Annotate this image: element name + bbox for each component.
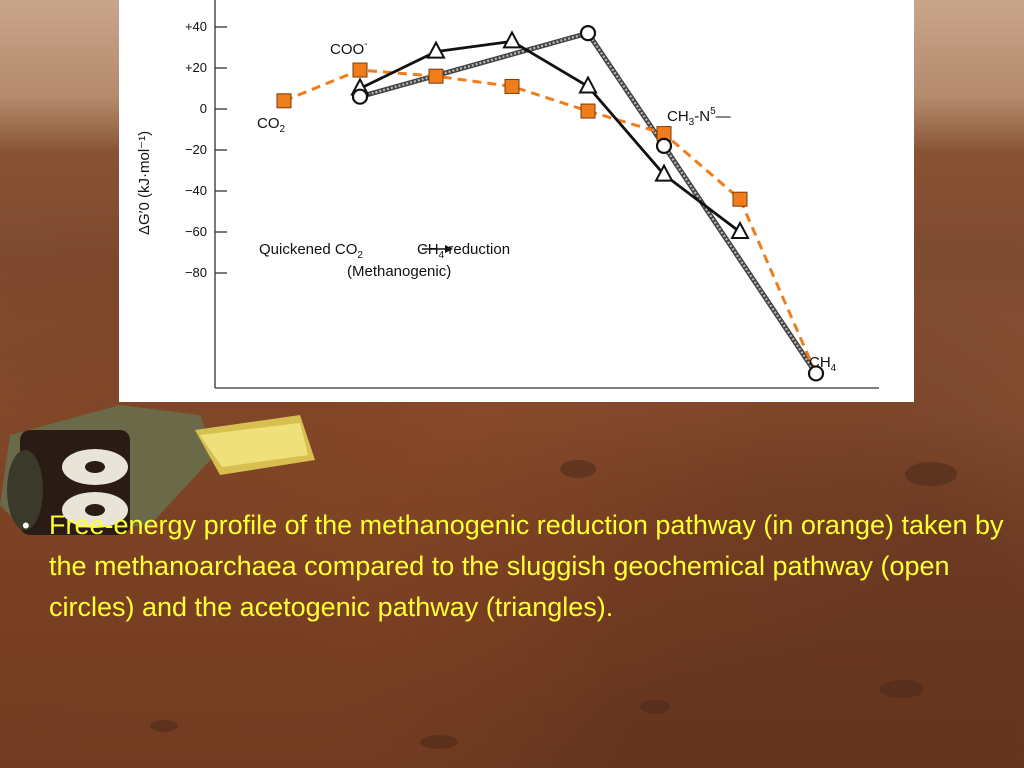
pebble	[560, 460, 596, 478]
square-marker	[504, 78, 520, 94]
annotation-coo: COO-	[330, 39, 368, 58]
triangle-marker	[426, 40, 446, 59]
pebble	[905, 462, 957, 486]
square-marker	[276, 93, 292, 109]
legend-arrow-icon	[422, 245, 453, 253]
y-tick-label: +40	[185, 19, 207, 34]
pebble	[420, 735, 458, 749]
triangle-marker	[654, 163, 674, 182]
free-energy-chart: +40 +20 0 −20 −40 −60 −80 CO2 COO- CH3-N5— CH4…	[136, 0, 879, 389]
rover-part-image	[0, 405, 315, 535]
y-tick-label: 0	[200, 101, 207, 116]
triangle-marker	[730, 220, 750, 239]
square-marker	[732, 191, 748, 207]
series-geochemical-hatch	[359, 31, 817, 375]
triangle-marker	[502, 30, 522, 49]
pebble	[640, 700, 670, 714]
square-marker	[352, 62, 368, 78]
circle-marker	[807, 365, 825, 382]
legend-line-2: (Methanogenic)	[347, 263, 451, 280]
series-acetogenic-line	[359, 39, 741, 234]
triangle-marker	[578, 75, 598, 94]
caption-text: Free-energy profile of the methanogenic …	[49, 510, 1004, 622]
square-marker	[580, 103, 596, 119]
legend-line-1: Quickened CO2 CH4 reduction	[259, 241, 510, 261]
axes: +40 +20 0 −20 −40 −60 −80	[185, 0, 879, 389]
circle-marker	[579, 25, 597, 42]
y-tick-label: −20	[185, 142, 207, 157]
marker-group	[276, 25, 825, 382]
caption: • Free-energy profile of the methanogeni…	[22, 505, 1012, 628]
annotation-ch4: CH4	[809, 354, 837, 374]
y-tick-label: −80	[185, 265, 207, 280]
series-methanogenic-line	[283, 68, 818, 375]
annotation-ch3-n5: CH3-N5—	[667, 106, 731, 128]
series-group	[283, 30, 819, 375]
circle-marker	[351, 88, 369, 105]
y-axis-label: ΔG′0 (kJ·mol⁻¹)	[136, 131, 153, 235]
pebble	[880, 680, 924, 698]
square-marker	[428, 68, 444, 84]
annotation-co2: CO2	[257, 115, 286, 135]
y-tick-label: −60	[185, 224, 207, 239]
y-tick-label: +20	[185, 60, 207, 75]
bullet-icon: •	[22, 513, 30, 538]
pebble	[150, 720, 178, 732]
chart-panel: +40 +20 0 −20 −40 −60 −80 CO2 COO- CH3-N5— CH4…	[119, 0, 914, 402]
y-tick-label: −40	[185, 183, 207, 198]
circle-marker	[655, 137, 673, 154]
